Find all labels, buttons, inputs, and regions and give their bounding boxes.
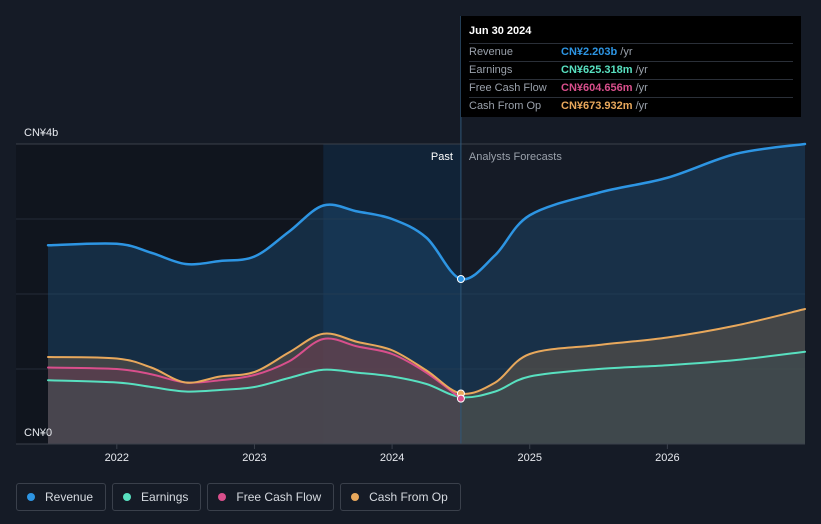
tooltip-label: Free Cash Flow <box>469 82 547 94</box>
tooltip-markers <box>456 275 465 403</box>
legend-item-free-cash-flow[interactable]: Free Cash Flow <box>207 483 335 511</box>
legend-label: Cash From Op <box>369 490 448 504</box>
series-lines <box>46 142 807 400</box>
legend-dot-icon <box>27 493 35 501</box>
tooltip-unit: /yr <box>635 82 648 94</box>
tooltip-value: CN¥625.318m <box>561 64 633 76</box>
legend-label: Earnings <box>141 490 189 504</box>
tooltip-unit: /yr <box>620 46 633 58</box>
y-axis-top-label: CN¥4b <box>24 127 58 139</box>
line-free-cash-flow <box>47 337 462 400</box>
x-axis-ticks: 2022 2023 2024 2025 2026 <box>105 444 680 464</box>
x-tick-label: 2025 <box>517 452 541 464</box>
line-revenue <box>46 142 807 281</box>
past-label: Past <box>431 151 453 163</box>
tooltip-value: CN¥604.656m <box>561 82 633 94</box>
tooltip-label: Revenue <box>469 46 514 58</box>
tooltip-unit: /yr <box>635 100 648 112</box>
tooltip-unit: /yr <box>635 64 648 76</box>
line-earnings <box>47 350 806 399</box>
forecast-label: Analysts Forecasts <box>469 151 562 163</box>
tooltip-value: CN¥2.203b <box>561 46 618 58</box>
legend-dot-icon <box>123 493 132 501</box>
series-areas <box>48 144 805 444</box>
tooltip-date: Jun 30 2024 <box>469 25 532 37</box>
tooltip-label: Cash From Op <box>469 100 542 112</box>
area-earnings <box>48 351 805 444</box>
line-cash-from-op <box>47 308 806 395</box>
legend-dot-icon <box>351 493 360 501</box>
legend-item-cash-from-op[interactable]: Cash From Op <box>340 483 461 511</box>
x-tick-label: 2026 <box>655 452 679 464</box>
x-tick-label: 2024 <box>380 452 404 464</box>
legend: Revenue Earnings Free Cash Flow Cash Fro… <box>16 483 461 511</box>
tooltip-row-earnings: Earnings CN¥625.318m /yr <box>469 61 793 79</box>
tooltip: Jun 30 2024 Revenue CN¥2.203b /yr Earnin… <box>461 16 801 117</box>
legend-label: Revenue <box>45 490 94 504</box>
y-axis-bottom-label: CN¥0 <box>24 427 52 439</box>
legend-dot-icon <box>218 493 227 501</box>
tooltip-row-revenue: Revenue CN¥2.203b /yr <box>469 43 793 61</box>
marker-free-cash-flow <box>456 394 465 403</box>
legend-label: Free Cash Flow <box>236 490 322 504</box>
tooltip-row-free-cash-flow: Free Cash Flow CN¥604.656m /yr <box>469 79 793 97</box>
x-tick-label: 2022 <box>105 452 129 464</box>
marker-revenue <box>456 275 465 283</box>
tooltip-row-cash-from-op: Cash From Op CN¥673.932m /yr <box>469 97 793 115</box>
tooltip-label: Earnings <box>469 64 513 76</box>
tooltip-value: CN¥673.932m <box>561 100 633 112</box>
legend-item-earnings[interactable]: Earnings <box>112 483 202 511</box>
x-tick-label: 2023 <box>242 452 266 464</box>
legend-item-revenue[interactable]: Revenue <box>16 483 107 511</box>
